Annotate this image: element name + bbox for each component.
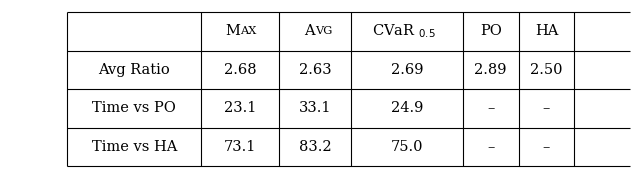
Text: VG: VG: [315, 26, 332, 36]
Text: A: A: [305, 24, 315, 38]
Text: 75.0: 75.0: [390, 140, 423, 154]
Text: 73.1: 73.1: [224, 140, 256, 154]
Text: –: –: [543, 140, 550, 154]
Text: AX: AX: [240, 26, 257, 36]
Text: 2.50: 2.50: [530, 63, 563, 77]
Text: CVaR $_{0.5}$: CVaR $_{0.5}$: [372, 22, 435, 40]
Text: Time vs HA: Time vs HA: [92, 140, 177, 154]
Text: 24.9: 24.9: [390, 101, 423, 115]
Text: 23.1: 23.1: [224, 101, 256, 115]
Text: HA: HA: [535, 24, 558, 38]
Text: M: M: [225, 24, 240, 38]
Text: –: –: [543, 101, 550, 115]
Text: PO: PO: [480, 24, 502, 38]
Text: –: –: [487, 140, 495, 154]
Text: 2.68: 2.68: [224, 63, 257, 77]
Text: Time vs PO: Time vs PO: [92, 101, 176, 115]
Text: 83.2: 83.2: [299, 140, 332, 154]
Text: 2.63: 2.63: [299, 63, 332, 77]
Text: 2.89: 2.89: [474, 63, 507, 77]
Text: Avg Ratio: Avg Ratio: [99, 63, 170, 77]
Text: –: –: [487, 101, 495, 115]
Text: 2.69: 2.69: [390, 63, 423, 77]
Text: 33.1: 33.1: [299, 101, 332, 115]
